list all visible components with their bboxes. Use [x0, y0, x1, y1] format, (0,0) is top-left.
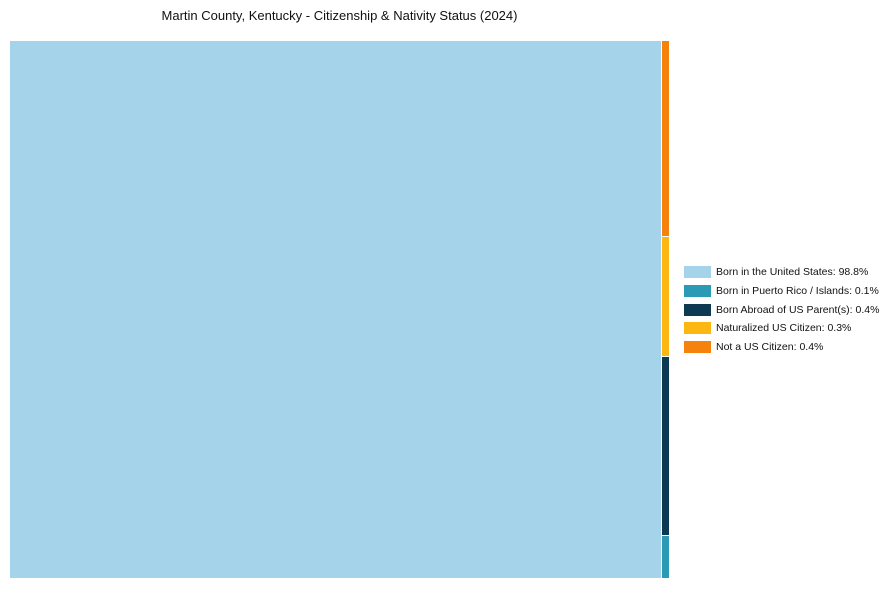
treemap-tile-born-in-puerto-rico-islands[interactable] — [662, 536, 669, 578]
legend-item-born-abroad-of-us-parent-s[interactable]: Born Abroad of US Parent(s): 0.4% — [684, 303, 880, 316]
legend-swatch — [684, 266, 711, 278]
legend-item-not-a-us-citizen[interactable]: Not a US Citizen: 0.4% — [684, 341, 879, 353]
legend-swatch — [684, 284, 711, 297]
treemap-tile-not-a-us-citizen[interactable] — [662, 41, 669, 236]
legend-label: Born in the United States: 98.8% — [716, 266, 869, 278]
legend-label: Naturalized US Citizen: 0.3% — [716, 322, 852, 335]
legend-item-naturalized-us-citizen[interactable]: Naturalized US Citizen: 0.3% — [684, 322, 879, 335]
legend-label: Born Abroad of US Parent(s): 0.4% — [716, 303, 880, 316]
legend-item-born-in-puerto-rico-islands[interactable]: Born in Puerto Rico / Islands: 0.1% — [684, 284, 879, 297]
treemap-tile-born-abroad-of-us-parent-s[interactable] — [662, 357, 669, 535]
legend-item-born-in-the-united-states[interactable]: Born in the United States: 98.8% — [684, 266, 879, 278]
legend-swatch — [684, 322, 711, 335]
treemap-tile-naturalized-us-citizen[interactable] — [662, 237, 669, 356]
treemap-tile-born-in-the-united-states[interactable] — [10, 41, 661, 578]
legend-swatch — [684, 303, 711, 316]
treemap-plot-area — [10, 41, 669, 578]
legend-label: Not a US Citizen: 0.4% — [716, 341, 824, 353]
chart-title: Martin County, Kentucky - Citizenship & … — [161, 8, 518, 23]
legend-label: Born in Puerto Rico / Islands: 0.1% — [716, 284, 879, 297]
legend: Born in the United States: 98.8% Born in … — [684, 266, 879, 353]
legend-swatch — [684, 341, 711, 353]
